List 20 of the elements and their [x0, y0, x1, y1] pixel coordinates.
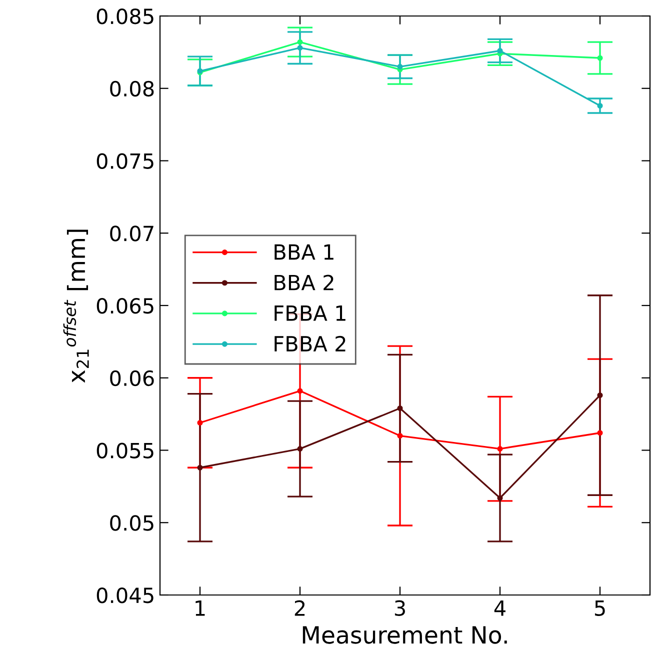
y-tick-label: 0.05 [110, 515, 154, 531]
legend-label: FBBA 2 [274, 336, 346, 352]
legend-label: BBA 1 [274, 244, 334, 260]
y-tick-label: 0.045 [96, 587, 154, 604]
x-tick-label: 5 [594, 600, 605, 616]
x-tick-label: 4 [494, 600, 506, 616]
y-tick-label: 0.08 [110, 80, 154, 97]
y-tick-label: 0.055 [96, 442, 154, 458]
x-tick-label: 1 [196, 600, 205, 616]
y-tick-label: 0.085 [96, 8, 154, 24]
x-axis-title: Measurement No. [302, 626, 507, 644]
legend-label: BBA 2 [274, 274, 334, 290]
y-tick-label: 0.06 [110, 370, 154, 386]
x-tick-label: 3 [394, 600, 405, 616]
y-tick-label: 0.065 [96, 298, 154, 314]
y-tick-label: 0.07 [110, 226, 154, 242]
y-tick-label: 0.075 [96, 153, 154, 169]
y-axis-title: x$_{21}$$^{offset}$ [mm] [63, 230, 89, 383]
x-tick-label: 2 [294, 600, 305, 616]
legend-label: FBBA 1 [274, 306, 346, 321]
